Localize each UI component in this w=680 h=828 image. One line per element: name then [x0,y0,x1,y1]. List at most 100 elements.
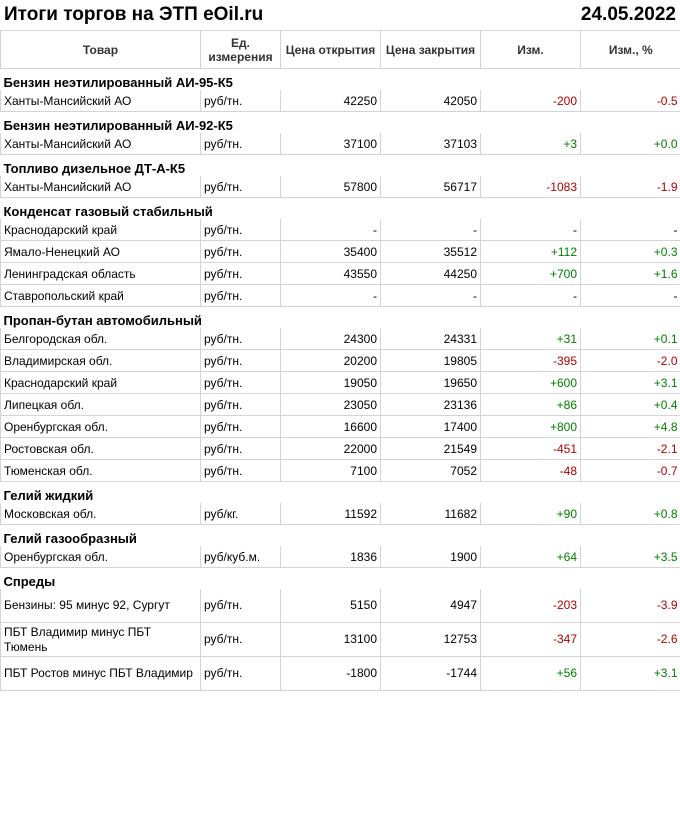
value: 5150 [280,589,381,623]
value: - [380,219,481,241]
value: +4.8 [580,415,680,438]
section-title: Гелий газообразный [3,531,137,546]
value: -48 [480,459,581,482]
unit: руб/тн. [200,371,281,394]
unit: руб/куб.м. [200,546,281,568]
value: -347 [480,622,581,657]
product: Ленинградская область [0,262,201,285]
value: 23136 [380,393,481,416]
unit: руб/тн. [200,459,281,482]
spacer [0,567,680,568]
value: 16600 [280,415,381,438]
value: 24331 [380,328,481,350]
data-row: Оренбургская обл. руб/куб.м. 1836 1900 +64 +3… [0,546,680,568]
value: +90 [480,503,581,525]
data-row: Оренбургская обл. руб/тн. 16600 17400 +800 +4… [0,415,680,438]
section-title: Гелий жидкий [3,488,94,503]
value: - [580,219,680,241]
value: - [380,284,481,307]
column-header: Цена закрытия [380,30,481,69]
value: - [480,219,581,241]
column-header: Ед. измерения [200,30,281,69]
unit: руб/тн. [200,219,281,241]
value: -1083 [480,176,581,198]
value: -451 [480,437,581,460]
spacer [0,154,680,155]
value: -0.5 [580,90,680,112]
value: +800 [480,415,581,438]
data-row: Тюменская обл. руб/тн. 7100 7052 -48 -0.7 [0,459,680,482]
value: 19805 [380,349,481,372]
unit: руб/тн. [200,622,281,657]
column-header: Товар [0,30,201,69]
section-row: Пропан-бутан автомобильный [1,307,680,328]
value: 4947 [380,589,481,623]
section-title: Спреды [3,574,56,589]
value: -200 [480,90,581,112]
data-row: Ханты-Мансийский АО руб/тн. 57800 56717 -108… [0,176,680,198]
value: +56 [480,656,581,691]
value: +0.3 [580,240,680,263]
data-row: Ленинградская область руб/тн. 43550 44250 +7… [0,262,680,285]
product: Ханты-Мансийский АО [0,176,201,198]
data-row: Белгородская обл. руб/тн. 24300 24331 +31 +0.… [0,328,680,350]
data-row: Ставропольский край руб/тн. - - - - [0,284,680,307]
unit: руб/тн. [200,133,281,155]
title-bar: Итоги торгов на ЭТП eOil.ru 24.05.2022 [0,0,680,30]
data-row: Ханты-Мансийский АО руб/тн. 37100 37103 +3 +0… [0,133,680,155]
section-title: Конденсат газовый стабильный [3,204,213,219]
unit: руб/тн. [200,284,281,307]
value: 1836 [280,546,381,568]
product: Ямало-Ненецкий АО [0,240,201,263]
value: 7100 [280,459,381,482]
value: 23050 [280,393,381,416]
product: Ростовская обл. [0,437,201,460]
unit: руб/тн. [200,349,281,372]
value: 44250 [380,262,481,285]
data-row: Владимирская обл. руб/тн. 20200 19805 -395 -2… [0,349,680,372]
unit: руб/тн. [200,90,281,112]
spacer-row [0,567,680,568]
product: Белгородская обл. [0,328,201,350]
section-row: Гелий жидкий [1,482,680,503]
product: Оренбургская обл. [0,546,201,568]
value: 35512 [380,240,481,263]
value: +0.0 [580,133,680,155]
title: Итоги торгов на ЭТП eOil.ru [4,4,264,25]
value: -1744 [380,656,481,691]
value: 42250 [280,90,381,112]
price-table: Товар Ед. измерения Цена открытия Цена закр… [0,30,680,691]
unit: руб/тн. [200,415,281,438]
value: 19650 [380,371,481,394]
value: - [480,284,581,307]
column-header: Цена открытия [280,30,381,69]
unit: руб/кг. [200,503,281,525]
value: -3.9 [580,589,680,623]
value: +86 [480,393,581,416]
product: Оренбургская обл. [0,415,201,438]
data-row: Московская обл. руб/кг. 11592 11682 +90 +0.8 [0,503,680,525]
data-row: Липецкая обл. руб/тн. 23050 23136 +86 +0.4 [0,393,680,416]
unit: руб/тн. [200,393,281,416]
product: Бензины: 95 минус 92, Сургут [0,589,201,623]
product: Московская обл. [0,503,201,525]
section-row: Бензин неэтилированный АИ-92-К5 [1,112,680,133]
product: ПБТ Владимир минус ПБТ Тюмень [0,622,201,657]
section-row: Бензин неэтилированный АИ-95-К5 [1,69,680,90]
data-row: Краснодарский край руб/тн. - - - - [0,219,680,241]
data-row: Ханты-Мансийский АО руб/тн. 42250 42050 -200… [0,90,680,112]
value: -2.0 [580,349,680,372]
product: Краснодарский край [0,371,201,394]
value: -203 [480,589,581,623]
section-row: Конденсат газовый стабильный [1,198,680,219]
section-title: Пропан-бутан автомобильный [3,313,202,328]
data-row: Ямало-Ненецкий АО руб/тн. 35400 35512 +112 +0… [0,240,680,263]
value: 20200 [280,349,381,372]
value: 35400 [280,240,381,263]
value: +0.4 [580,393,680,416]
spacer [0,111,680,112]
data-row: Ростовская обл. руб/тн. 22000 21549 -451 -2.1 [0,437,680,460]
section-row: Спреды [1,568,680,589]
value: 37100 [280,133,381,155]
section-row: Топливо дизельное ДТ-А-К5 [1,155,680,176]
